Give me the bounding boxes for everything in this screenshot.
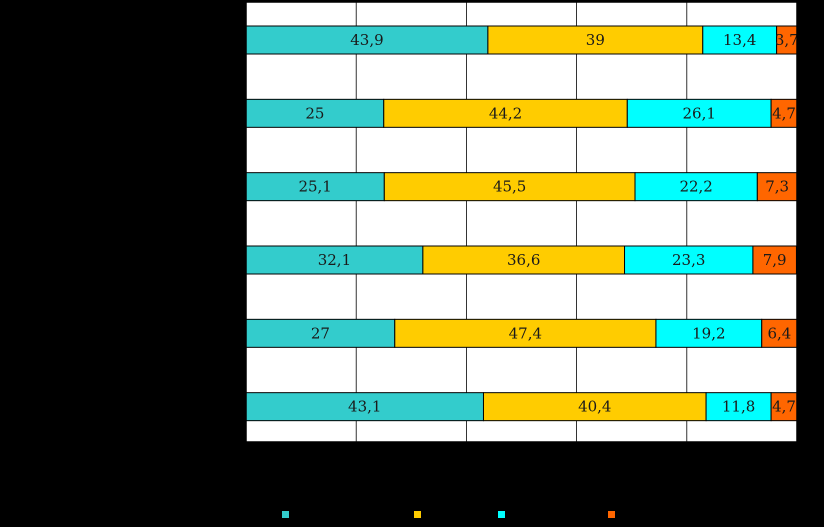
data-label: 13,4	[723, 31, 756, 49]
bar-segment	[245, 392, 484, 422]
data-label: 4,7	[772, 104, 796, 122]
bar-segment	[770, 392, 798, 422]
bar-segment	[761, 318, 798, 348]
data-label: 27	[311, 324, 330, 342]
data-label: 23,3	[672, 251, 705, 269]
data-label: 44,2	[489, 104, 522, 122]
data-label: 7,3	[765, 178, 789, 196]
plot-area	[246, 2, 797, 442]
legend-swatch	[282, 511, 289, 518]
bar-segment	[487, 25, 704, 55]
data-label: 32,1	[318, 251, 351, 269]
data-labels: 43,9 39 13,4 3,7 25 44,2 26,1 4,7 25,1 45,5 22,2 7,…	[298, 31, 798, 416]
data-label: 45,5	[493, 178, 526, 196]
bar-segment	[383, 98, 628, 128]
bar-segment	[245, 318, 396, 348]
gridlines	[355, 2, 688, 442]
bar-segment	[245, 25, 489, 55]
data-label: 6,4	[767, 324, 791, 342]
bar-segment	[383, 172, 636, 202]
category-axis-ticks	[242, 1, 246, 443]
legend-swatch	[498, 511, 505, 518]
bar-segment	[482, 392, 707, 422]
bar-segment	[702, 25, 778, 55]
bar-segment	[422, 245, 626, 275]
data-label: 40,4	[578, 398, 611, 416]
data-label: 22,2	[679, 178, 712, 196]
data-label: 7,9	[763, 251, 787, 269]
bar-segment	[394, 318, 657, 348]
data-label: 26,1	[682, 104, 715, 122]
legend	[282, 511, 615, 518]
data-label: 43,9	[350, 31, 383, 49]
bar-segment	[626, 98, 772, 128]
bars	[245, 25, 798, 422]
data-label: 25	[305, 104, 324, 122]
data-label: 47,4	[509, 324, 542, 342]
bar-segment	[624, 245, 754, 275]
data-label: 36,6	[507, 251, 540, 269]
data-label: 39	[586, 31, 605, 49]
bar-segment	[705, 392, 772, 422]
data-label: 43,1	[348, 398, 381, 416]
data-label: 11,8	[722, 398, 755, 416]
data-label: 19,2	[692, 324, 725, 342]
data-label: 3,7	[775, 31, 799, 49]
data-label: 4,7	[772, 398, 796, 416]
legend-swatch	[414, 511, 421, 518]
bar-segment	[756, 172, 798, 202]
data-label: 25,1	[298, 178, 331, 196]
legend-swatch	[608, 511, 615, 518]
